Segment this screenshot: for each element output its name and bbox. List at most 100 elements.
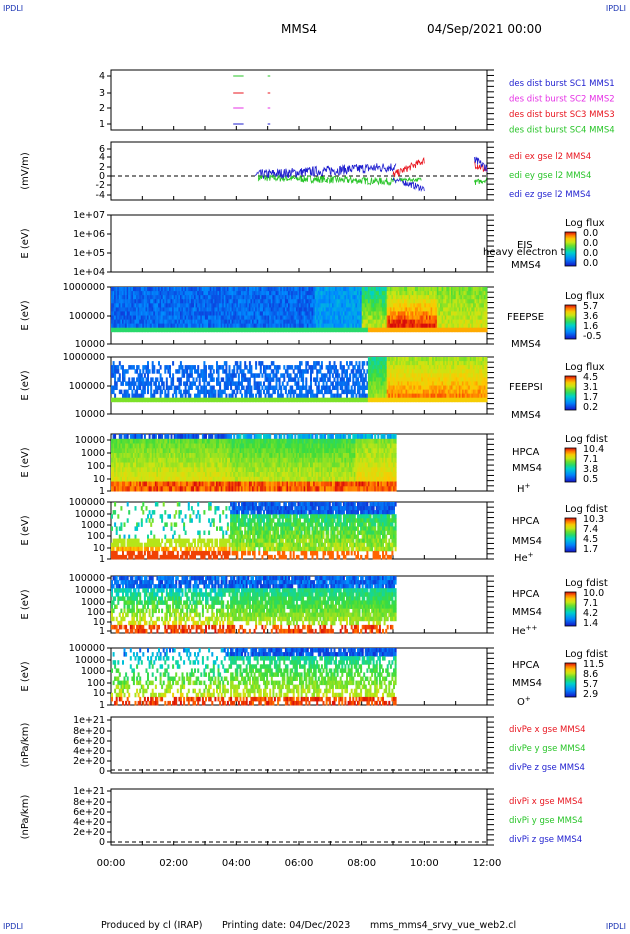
- spectrogram-cell: [311, 311, 314, 316]
- spectrogram-cell: [461, 361, 464, 366]
- spectrogram-cell: [273, 319, 276, 325]
- spectrogram-cell: [363, 311, 366, 316]
- spectrogram-cell: [383, 377, 386, 382]
- spectrogram-cell: [325, 299, 328, 304]
- spectrogram-cell: [300, 377, 303, 382]
- spectrogram-cell: [118, 299, 121, 304]
- spectrogram-cell: [374, 397, 377, 403]
- spectrogram-cell: [225, 327, 228, 333]
- spectrogram-cell: [457, 373, 460, 378]
- spectrogram-cell: [319, 365, 322, 370]
- spectrogram-cell: [297, 381, 300, 386]
- spectrogram-cell: [353, 373, 356, 378]
- spectrogram-cell: [179, 303, 182, 308]
- spectrogram-cell: [303, 323, 306, 329]
- spectrogram-cell: [112, 299, 115, 304]
- spectrogram-cell: [335, 385, 337, 390]
- spectrogram-cell: [474, 323, 477, 329]
- spectrogram-cell: [427, 315, 430, 320]
- spectrogram-cell: [292, 291, 295, 296]
- spectrogram-cell: [375, 291, 378, 296]
- spectrogram-cell: [147, 311, 149, 316]
- spectrogram-cell: [195, 327, 198, 333]
- spectrogram-cell: [468, 295, 471, 300]
- spectrogram-cell: [278, 291, 281, 296]
- spectrogram-cell: [125, 299, 128, 304]
- spectrogram-cell: [153, 389, 156, 395]
- spectrogram-cell: [454, 295, 457, 300]
- spectrogram-cell: [245, 311, 248, 316]
- spectrogram-cell: [346, 287, 348, 292]
- spectrogram-cell: [399, 319, 402, 325]
- spectrogram-cell: [331, 323, 334, 329]
- spectrogram-cell: [432, 327, 435, 333]
- spectrogram-cell: [350, 389, 353, 395]
- spectrogram-cell: [361, 365, 364, 370]
- spectrogram-cell: [311, 369, 314, 374]
- spectrogram-cell: [385, 357, 388, 362]
- spectrogram-cell: [418, 365, 421, 370]
- spectrogram-cell: [148, 311, 151, 316]
- spectrogram-cell: [291, 303, 294, 308]
- spectrogram-cell: [237, 377, 240, 382]
- spectrogram-cell: [474, 303, 477, 308]
- spectrogram-cell: [150, 381, 153, 386]
- spectrogram-cell: [245, 323, 248, 329]
- spectrogram-cell: [175, 311, 178, 316]
- spectrogram-cell: [468, 377, 471, 382]
- spectrogram-cell: [399, 393, 402, 399]
- spectrogram-cell: [380, 315, 383, 320]
- spectrogram-cell: [201, 315, 204, 320]
- spectrogram-cell: [458, 299, 461, 304]
- spectrogram-cell: [411, 369, 414, 374]
- spectrogram-cell: [197, 295, 200, 300]
- y-tick-label: 10: [93, 688, 105, 699]
- spectrogram-cell: [164, 291, 167, 296]
- spectrogram-cell: [414, 385, 417, 390]
- spectrogram-cell: [272, 287, 275, 292]
- spectrogram-cell: [299, 373, 301, 378]
- spectrogram-cell: [414, 361, 417, 366]
- spectrogram-cell: [336, 307, 339, 312]
- spectrogram-cell: [388, 373, 391, 378]
- spectrogram-cell: [432, 381, 435, 386]
- spectrogram-cell: [294, 299, 297, 304]
- spectrogram-cell: [181, 315, 184, 320]
- spectrogram-cell: [111, 369, 113, 374]
- spectrogram-cell: [350, 291, 353, 296]
- spectrogram-cell: [158, 361, 160, 366]
- spectrogram-cell: [281, 311, 284, 316]
- colorbar-title: Log flux: [565, 291, 605, 302]
- spectrogram-cell: [189, 291, 192, 296]
- spectrogram-cell: [435, 299, 438, 304]
- spectrogram-cell: [449, 327, 452, 333]
- spectrogram-cell: [219, 393, 222, 399]
- spectrogram-cell: [186, 381, 189, 386]
- spectrogram-cell: [399, 369, 402, 374]
- spectrogram-cell: [441, 287, 444, 292]
- spectrogram-cell: [131, 389, 134, 395]
- spectrogram-cell: [310, 311, 312, 316]
- spectrogram-cell: [294, 397, 297, 403]
- spectrogram-cell: [447, 323, 450, 329]
- spectrogram-cell: [302, 373, 305, 378]
- spectrogram-cell: [198, 319, 201, 325]
- spectrogram-cell: [393, 291, 395, 296]
- spectrogram-cell: [128, 365, 131, 370]
- spectrogram-cell: [380, 373, 383, 378]
- spectrogram-cell: [264, 385, 267, 390]
- spectrogram-cell: [451, 397, 453, 403]
- spectrogram-cell: [211, 299, 214, 304]
- spectrogram-cell: [184, 319, 187, 325]
- spectrogram-cell: [391, 385, 394, 390]
- spectrogram-cell: [242, 319, 245, 325]
- y-tick-label: 100: [87, 461, 105, 472]
- spectrogram-cell: [466, 377, 469, 382]
- spectrogram-cell: [421, 361, 424, 366]
- spectrogram-cell: [186, 311, 189, 316]
- spectrogram-cell: [148, 315, 151, 320]
- spectrogram-cell: [306, 393, 309, 399]
- spectrogram-cell: [297, 303, 300, 308]
- spectrogram-cell: [391, 291, 394, 296]
- spectrogram-cell: [418, 299, 421, 304]
